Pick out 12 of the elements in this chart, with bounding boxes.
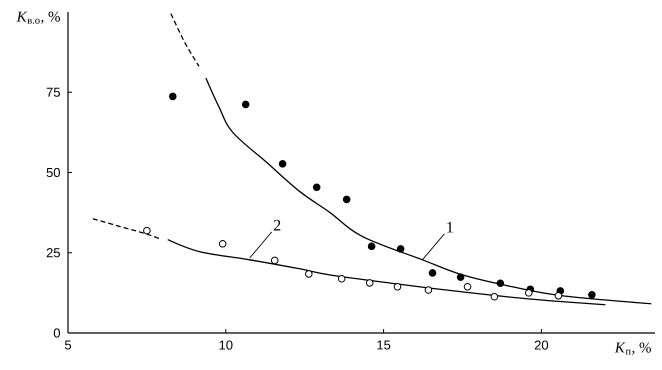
x-tick-label: 20 — [534, 340, 548, 350]
x-tick-label: 15 — [377, 340, 390, 350]
x-tick-label: 10 — [220, 340, 232, 350]
y-axis-title: K$_{в.о}$, % — [16, 12, 60, 24]
y-tick-label: 25 — [46, 248, 60, 258]
y-tick-label: 0 — [54, 328, 60, 338]
annotation: 1 — [447, 222, 453, 232]
y-tick-label: 50 — [46, 168, 60, 178]
annotation: 2 — [274, 220, 280, 230]
x-tick-label: 5 — [64, 340, 72, 350]
x-axis-title: K$_{п}$, % — [614, 342, 651, 355]
y-tick-label: 75 — [46, 88, 60, 97]
